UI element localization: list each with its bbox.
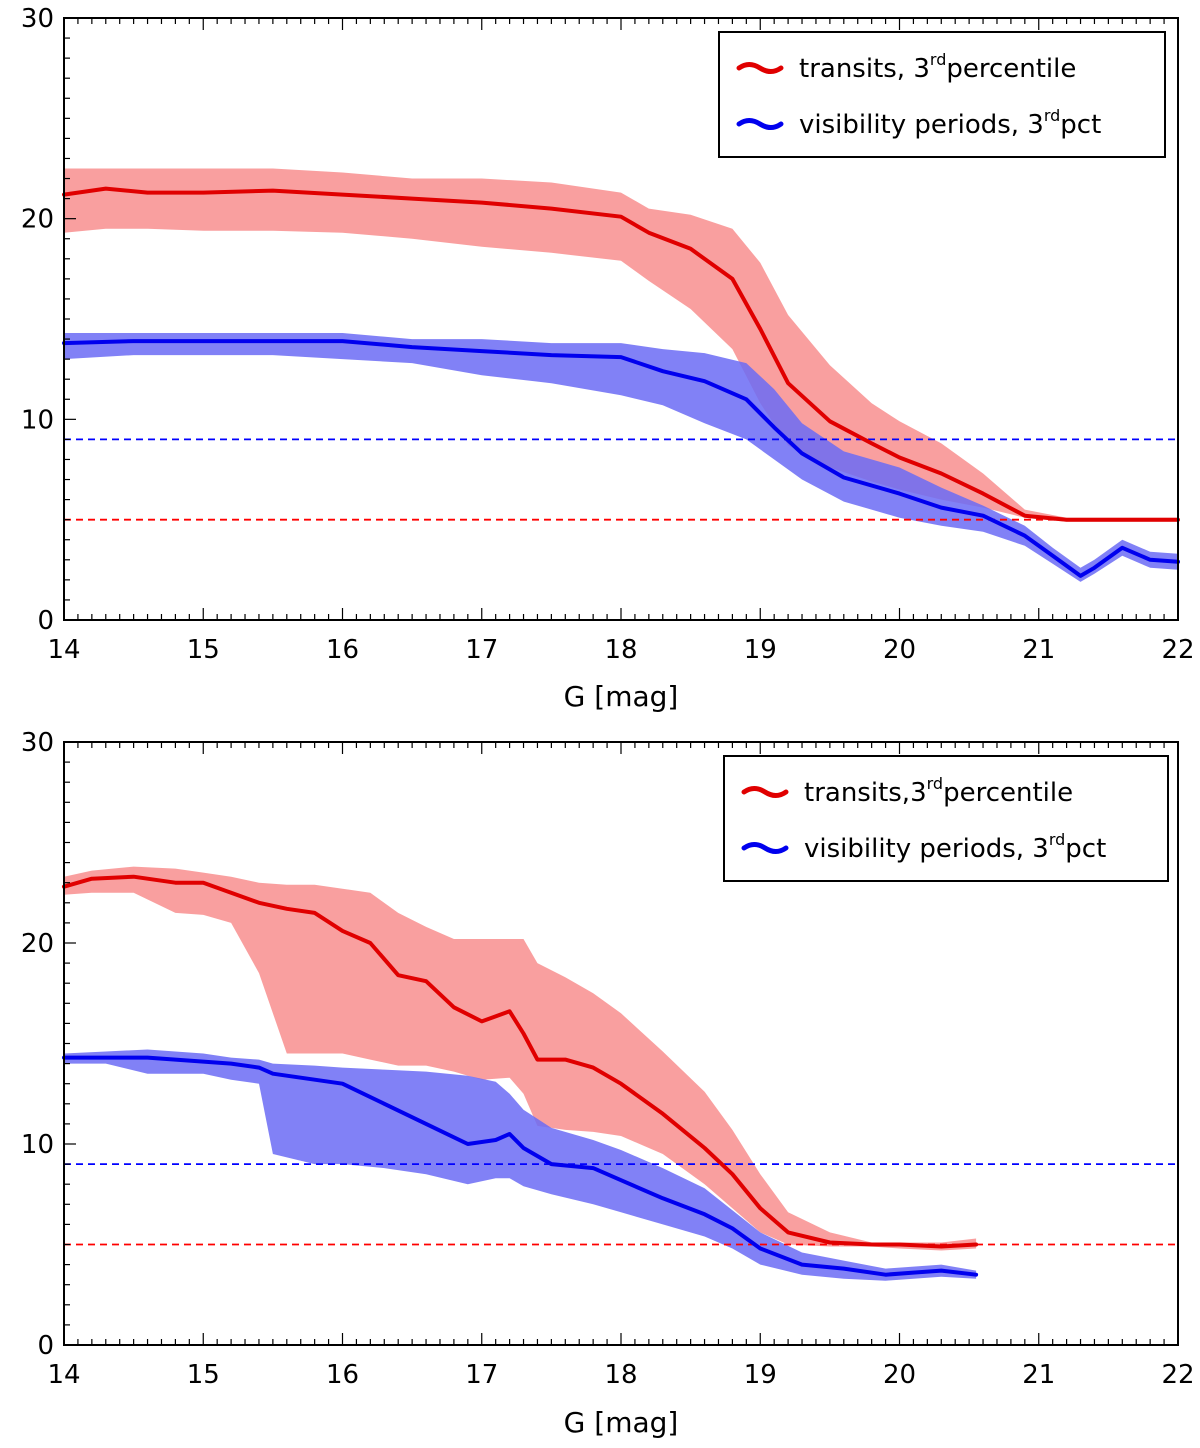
legend-box [718,31,1166,158]
y-tick-label: 10 [21,1130,54,1160]
legend-label: visibility periods, 3rdpct [804,830,1106,864]
y-tick-label: 0 [37,1331,54,1361]
top-axes: 14 15 16 17 18 19 20 21 22 0 10 20 30 [21,4,1195,665]
x-tick-label: 20 [883,1360,916,1390]
legend-label: transits,3rdpercentile [804,774,1073,808]
y-tick-label: 10 [21,405,54,435]
x-tick-label: 21 [1022,635,1055,665]
top-bands [64,168,1178,582]
x-tick-label: 20 [883,635,916,665]
x-tick-label: 22 [1161,1360,1194,1390]
y-tick-label: 30 [21,728,54,758]
bottom-threshold-lines [64,1163,1178,1246]
band-visibility-periods [64,333,1178,582]
x-tick-label: 18 [604,1360,637,1390]
median-line-transits [62,874,979,1249]
x-tick-label: 16 [326,635,359,665]
median-line-visibility-periods [62,1055,979,1277]
band-transits [64,168,1178,522]
top-median-lines [62,186,1180,578]
x-tick-label: 16 [326,1360,359,1390]
bottom-median-lines [62,874,979,1277]
x-tick-label: 15 [187,635,220,665]
y-tick-label: 20 [21,929,54,959]
y-tick-label: 30 [21,4,54,34]
x-tick-label: 17 [465,1360,498,1390]
x-tick-label: 18 [604,635,637,665]
legend-label: transits, 3rdpercentile [799,50,1076,84]
x-tick-label: 22 [1161,635,1194,665]
bottom-bands [64,866,977,1281]
bottom-axes: 14 15 16 17 18 19 20 21 22 0 10 20 30 [21,728,1195,1390]
x-tick-label: 14 [47,635,80,665]
legend-swatch-visibility-periods [741,842,789,854]
legend-swatch-transits [736,62,784,74]
top-legend: transits, 3rdpercentile visibility period… [718,31,1166,158]
legend-label: visibility periods, 3rdpct [799,106,1101,140]
x-tick-label: 19 [744,635,777,665]
x-tick-label: 17 [465,635,498,665]
y-tick-label: 20 [21,205,54,235]
x-tick-label: 14 [47,1360,80,1390]
y-tick-label: 0 [37,606,54,636]
top-panel: 14 15 16 17 18 19 20 21 22 0 10 20 30 G [mag] transi… [21,4,1195,713]
median-line-transits [62,186,1180,522]
band-transits [64,866,977,1251]
band-visibility-periods [64,1049,977,1281]
legend-swatch-visibility-periods [736,118,784,130]
x-tick-label: 21 [1022,1360,1055,1390]
legend-swatch-transits [741,786,789,798]
bottom-panel: 14 15 16 17 18 19 20 21 22 0 10 20 30 G [mag] transi… [21,728,1195,1439]
bottom-x-axis-title: G [mag] [564,1406,679,1439]
legend-box [723,755,1169,882]
top-x-axis-title: G [mag] [564,680,679,713]
x-tick-label: 19 [744,1360,777,1390]
x-tick-label: 15 [187,1360,220,1390]
median-line-visibility-periods [62,339,1180,578]
bottom-legend: transits,3rdpercentile visibility periods… [723,755,1169,882]
